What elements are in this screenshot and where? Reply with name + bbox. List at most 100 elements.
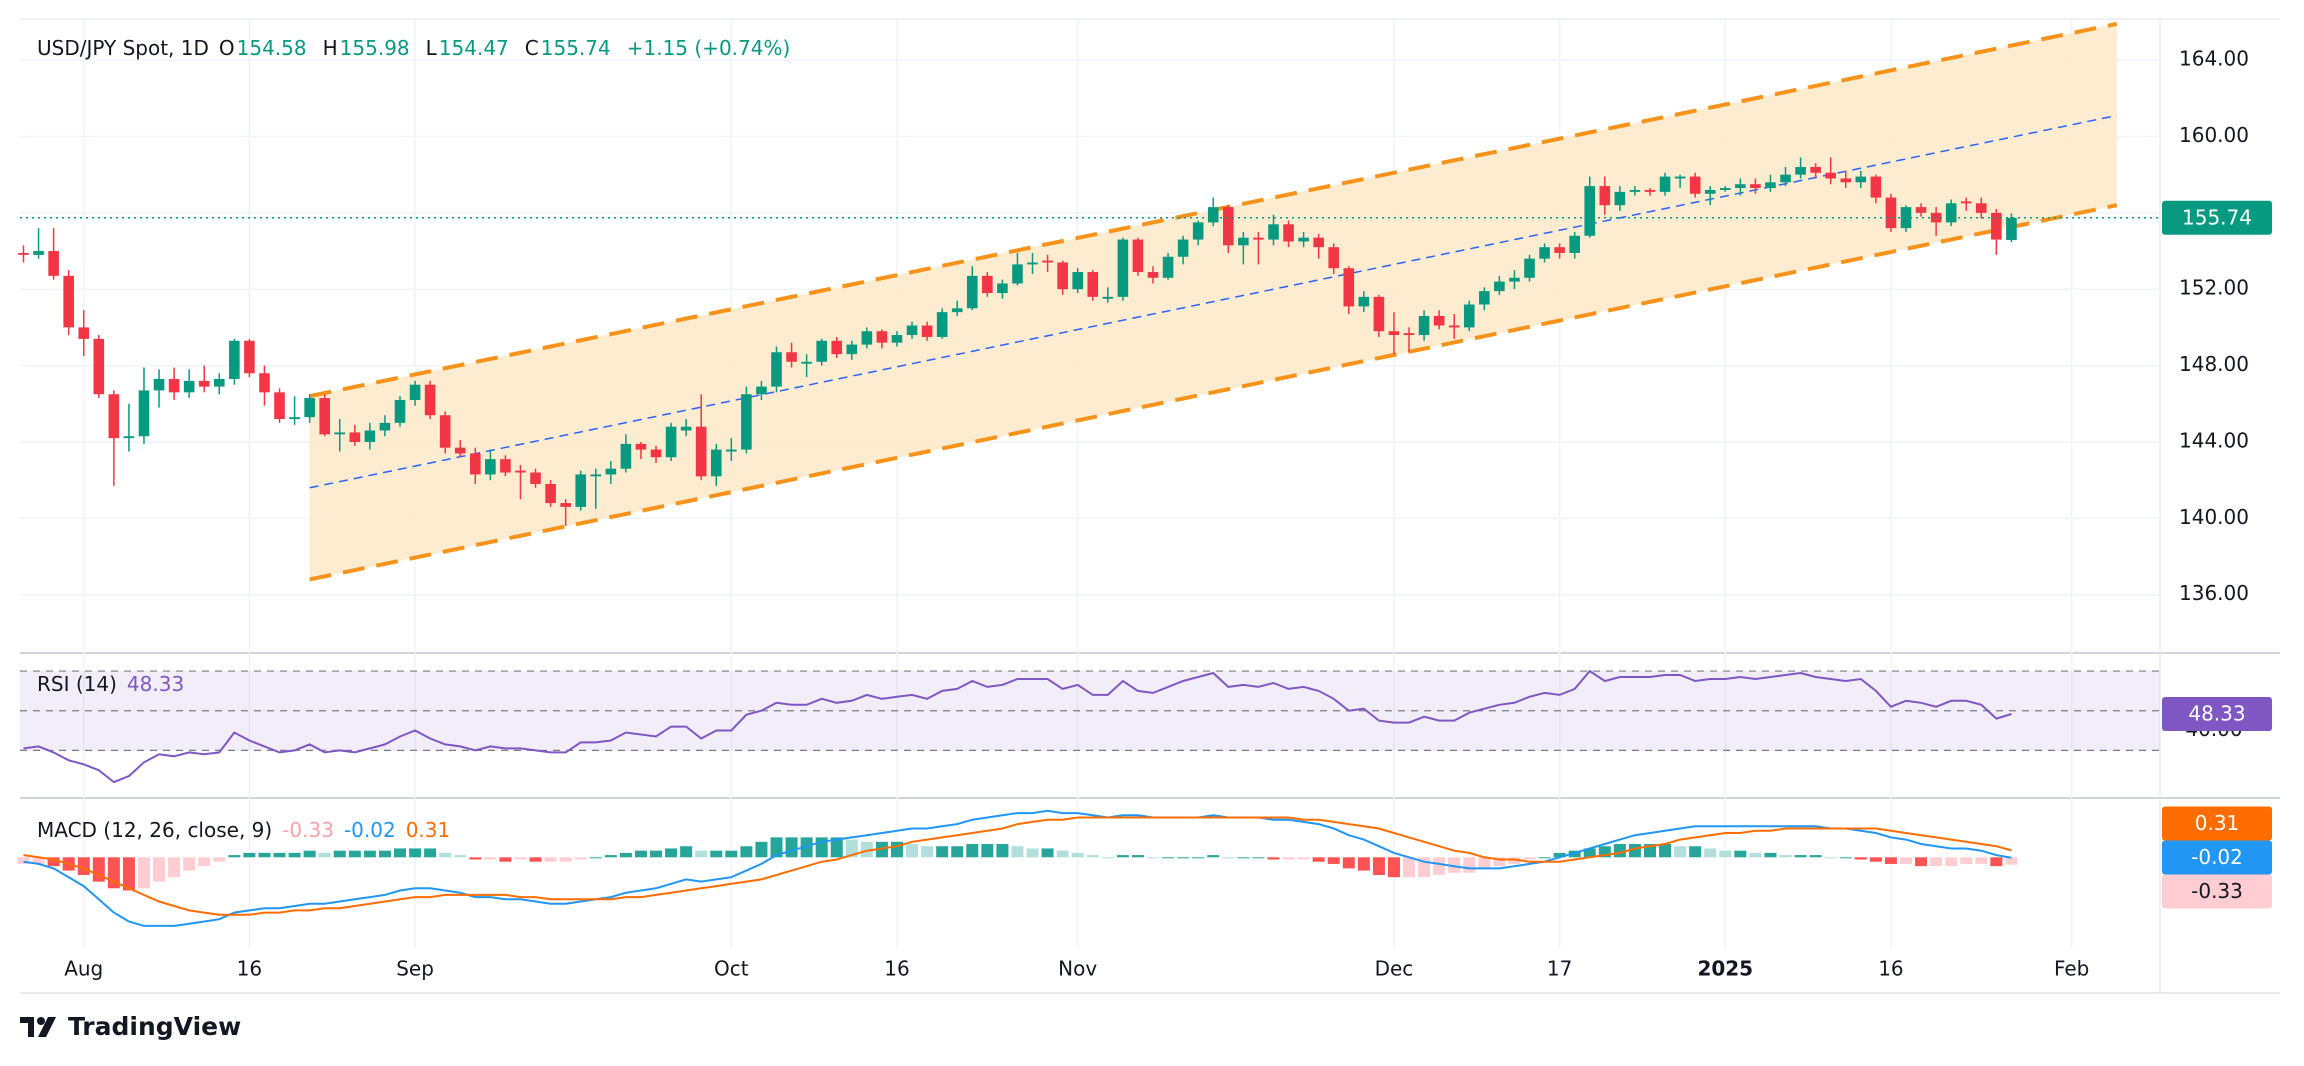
x-tick-label: Sep [396, 957, 434, 981]
macd-histogram-bar [1493, 857, 1506, 867]
macd-histogram-bar [1990, 857, 2003, 867]
y-tick-label: 144.00 [2179, 428, 2249, 452]
macd-histogram-bar [168, 857, 181, 878]
candle-body [500, 459, 511, 473]
macd-histogram-bar [1463, 857, 1476, 873]
x-tick-label: 16 [1878, 957, 1903, 981]
candle-body [1463, 304, 1475, 328]
macd-histogram-bar [1945, 857, 1958, 867]
macd-histogram-bar [47, 857, 60, 867]
macd-histogram-bar [424, 848, 437, 858]
candle-body [1373, 296, 1385, 332]
candle-body [605, 468, 617, 475]
rsi-header: RSI (14) 48.33 [37, 672, 184, 696]
macd-histogram-bar [1704, 848, 1717, 858]
macd-histogram-bar [1975, 857, 1988, 864]
macd-histogram-bar [469, 857, 482, 860]
candle-body [936, 312, 948, 337]
candle-body [1072, 272, 1083, 290]
candle-body [1042, 260, 1053, 263]
macd-histogram-bar [1372, 857, 1385, 875]
ohlc-header: O 154.58 H 155.98 L 154.47 C 155.74 +1.15 (+… [219, 36, 790, 60]
macd-histogram-bar [860, 841, 873, 858]
candle-body [1268, 224, 1279, 240]
candle-body [846, 344, 858, 355]
macd-histogram-bar [1282, 857, 1295, 860]
macd-histogram-bar [1960, 857, 1973, 864]
macd-histogram-bar [1448, 857, 1461, 873]
candle-body [1584, 186, 1596, 236]
macd-histogram-bar [966, 844, 979, 858]
macd-histogram-bar [1674, 846, 1687, 858]
macd-histogram-bar [800, 837, 813, 858]
macd-histogram-bar [1162, 857, 1175, 859]
candle-body [1930, 212, 1942, 223]
candle-body [545, 483, 556, 504]
macd-histogram-bar [1403, 857, 1416, 878]
candle-body [1825, 172, 1836, 179]
macd-histogram-bar [1538, 857, 1551, 859]
candle-body [1479, 291, 1490, 305]
candle-body [1795, 167, 1806, 175]
candle-body [650, 449, 662, 458]
candle-body [1524, 258, 1535, 278]
macd-histogram-bar [906, 844, 919, 858]
candle-body [1132, 239, 1144, 273]
candle-body [1283, 224, 1294, 242]
candle-body [33, 251, 44, 255]
candle-body [1674, 176, 1686, 179]
candle-body [1433, 315, 1445, 326]
y-tick-label: 140.00 [2179, 505, 2249, 529]
macd-title: MACD (12, 26, close, 9) [37, 818, 273, 842]
candle-body [1976, 203, 1987, 213]
candle-body [1343, 268, 1355, 307]
candle-body [1448, 325, 1460, 328]
candle-body [123, 436, 135, 439]
candle-body [695, 426, 707, 477]
candle-body [183, 380, 195, 393]
macd-histogram-bar [409, 848, 422, 858]
high-value: 155.98 [339, 36, 410, 60]
candle-body [515, 470, 526, 473]
macd-histogram-bar [137, 857, 150, 889]
candle-body [1057, 262, 1068, 290]
macd-histogram-bar [1342, 857, 1355, 869]
candle-body [78, 327, 90, 339]
macd-histogram-bar [1583, 848, 1596, 858]
macd-histogram-bar [1734, 850, 1747, 858]
macd-histogram-bar [288, 852, 301, 858]
candle-body [876, 331, 888, 343]
candle-body [1162, 256, 1174, 278]
signal-value: 0.31 [405, 818, 451, 842]
macd-badge-label: -0.02 [2191, 845, 2243, 869]
macd-histogram-bar [1252, 857, 1265, 859]
macd-histogram-bar [936, 846, 949, 858]
candle-body [1509, 277, 1520, 282]
candle-body [951, 308, 963, 313]
change-value: +1.15 (+0.74%) [626, 36, 791, 60]
macd-histogram-bar [830, 837, 843, 858]
candle-body [470, 453, 481, 475]
candle-body [153, 378, 165, 391]
macd-histogram-bar [1884, 857, 1897, 864]
candle-body [741, 394, 752, 450]
candle-body [1494, 281, 1505, 292]
candle-body [726, 449, 737, 452]
candle-body [1991, 212, 2002, 240]
candle-body [756, 386, 767, 395]
candle-body [229, 340, 240, 379]
macd-histogram-bar [680, 846, 693, 858]
macd-histogram-bar [921, 846, 934, 858]
x-tick-label: Dec [1375, 957, 1414, 981]
macd-line [23, 809, 2012, 927]
candle-body [861, 331, 873, 345]
macd-histogram-bar [303, 850, 316, 858]
candle-body [18, 252, 29, 255]
macd-histogram-bar [32, 857, 45, 864]
ohlc-key: C [524, 36, 539, 60]
macd-histogram-bar [1237, 857, 1250, 859]
macd-histogram-bar [17, 857, 30, 864]
candle-body [997, 283, 1008, 294]
macd-histogram-bar [92, 857, 105, 882]
